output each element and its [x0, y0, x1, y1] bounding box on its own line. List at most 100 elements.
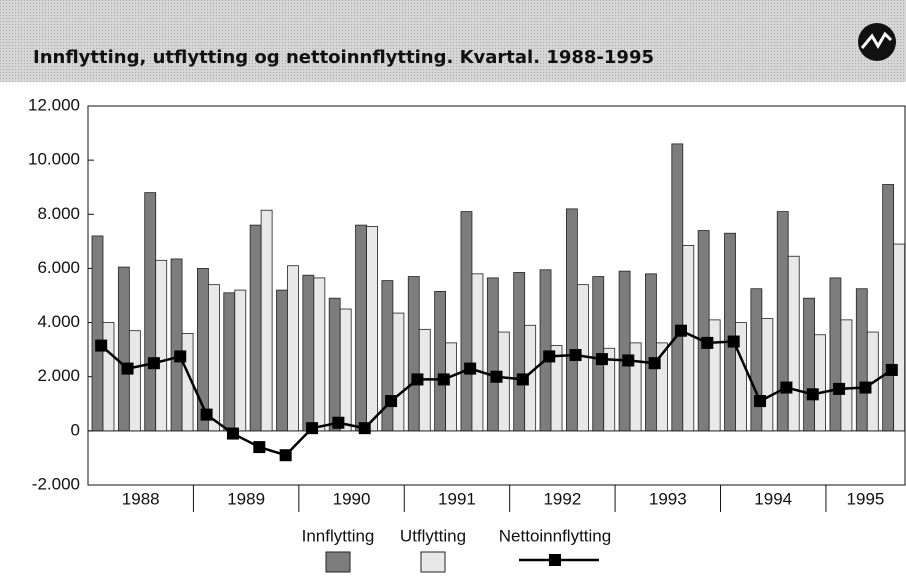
- bar: [735, 322, 747, 432]
- header-band: [0, 0, 906, 82]
- logo: [858, 23, 896, 61]
- legend-swatch: [325, 551, 351, 573]
- bar: [761, 318, 774, 432]
- bar: [339, 308, 352, 432]
- bar: [223, 292, 236, 432]
- bar: [539, 269, 552, 432]
- bar: [618, 270, 631, 432]
- bar: [603, 347, 616, 432]
- chart-title: Innflytting, utflytting og nettoinnflytt…: [33, 47, 654, 68]
- marker: [279, 449, 292, 462]
- marker: [464, 362, 477, 375]
- marker: [754, 395, 767, 408]
- bar: [302, 274, 315, 432]
- y-tick-label: 10.000: [28, 150, 80, 169]
- bar: [249, 224, 262, 432]
- marker: [806, 388, 819, 401]
- bar: [803, 297, 815, 432]
- bar: [117, 266, 130, 432]
- bar: [128, 330, 141, 432]
- bar: [276, 289, 288, 432]
- bar: [392, 312, 405, 432]
- marker: [833, 382, 846, 395]
- marker: [648, 357, 661, 370]
- bar: [882, 184, 895, 432]
- marker: [358, 422, 371, 435]
- bar: [260, 209, 273, 432]
- bar: [750, 288, 763, 432]
- bar: [776, 211, 789, 432]
- bar: [671, 143, 684, 432]
- bar: [840, 319, 853, 432]
- legend-label: Innflytting: [302, 526, 375, 545]
- x-tick-label: 1992: [543, 489, 581, 508]
- y-tick-label: 12.000: [28, 95, 80, 114]
- x-tick-label: 1991: [438, 489, 476, 508]
- bar: [434, 291, 447, 432]
- bar: [366, 226, 378, 432]
- marker: [595, 353, 608, 366]
- bar: [550, 345, 563, 432]
- bar: [313, 277, 326, 432]
- bar: [565, 208, 578, 432]
- bar: [645, 273, 657, 432]
- marker: [674, 324, 687, 337]
- x-tick-label: 1993: [649, 489, 687, 508]
- marker: [306, 422, 319, 435]
- marker: [490, 370, 503, 383]
- bar: [682, 245, 695, 432]
- y-tick-label: 6.000: [37, 258, 80, 277]
- bar: [855, 288, 868, 432]
- legend-label: Utflytting: [400, 526, 466, 545]
- marker: [253, 441, 266, 454]
- legend-swatch: [420, 551, 446, 573]
- bar: [787, 255, 800, 432]
- x-tick-label: 1995: [847, 489, 885, 508]
- bar: [829, 277, 842, 432]
- bar: [144, 192, 157, 432]
- bar: [460, 211, 473, 432]
- bar: [513, 272, 526, 432]
- marker: [780, 381, 793, 394]
- bar: [893, 243, 906, 432]
- y-tick-label: 2.000: [37, 366, 80, 385]
- marker: [543, 350, 556, 363]
- x-tick-label: 1989: [227, 489, 265, 508]
- legend-marker: [549, 554, 561, 566]
- x-tick-label: 1994: [754, 489, 792, 508]
- marker: [437, 373, 450, 386]
- bar: [724, 232, 736, 432]
- marker: [121, 362, 134, 375]
- marker: [174, 350, 187, 363]
- bar: [102, 322, 115, 432]
- bar: [697, 230, 710, 432]
- bar: [234, 289, 247, 432]
- marker: [569, 349, 582, 362]
- y-tick-label: 8.000: [37, 204, 80, 223]
- bar: [355, 224, 367, 432]
- marker: [200, 408, 213, 421]
- y-tick-label: -2.000: [32, 474, 80, 493]
- marker: [622, 354, 635, 367]
- bar: [814, 334, 826, 432]
- bar: [328, 297, 341, 432]
- marker: [885, 363, 898, 376]
- marker: [385, 395, 398, 408]
- marker: [701, 336, 714, 349]
- bar: [287, 265, 299, 432]
- bar: [656, 342, 668, 432]
- marker: [332, 416, 345, 429]
- legend-label: Nettoinnflytting: [499, 526, 611, 545]
- bar: [91, 235, 104, 432]
- bar: [629, 342, 642, 432]
- bar: [208, 284, 220, 432]
- y-tick-label: 4.000: [37, 312, 80, 331]
- bar: [486, 277, 499, 432]
- marker: [516, 373, 529, 386]
- marker: [727, 335, 740, 348]
- marker: [859, 381, 872, 394]
- bar: [445, 342, 458, 432]
- bar: [471, 273, 484, 432]
- y-tick-label: 0: [71, 420, 80, 439]
